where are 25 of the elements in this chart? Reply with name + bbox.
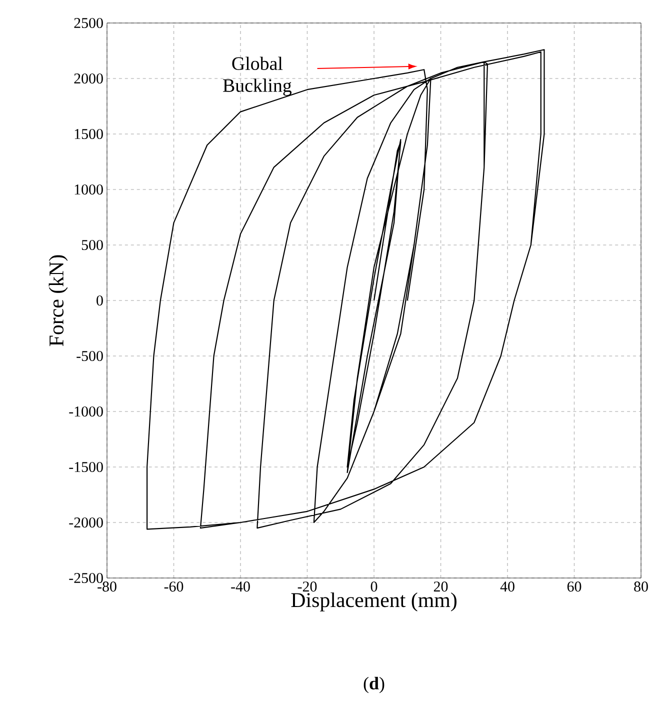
- x-tick-label: 80: [634, 582, 648, 592]
- x-tick-label: 20: [434, 582, 448, 592]
- x-tick-label: 40: [500, 582, 514, 592]
- y-tick-label: 500: [82, 240, 103, 250]
- x-tick-label: -20: [298, 582, 317, 592]
- y-tick-label: 2500: [74, 18, 103, 28]
- annotation: Global Buckling: [223, 56, 292, 96]
- line-series: [146, 49, 545, 530]
- y-tick-label: -1000: [69, 406, 103, 417]
- y-tick-label: 1500: [74, 128, 103, 140]
- x-tick-label: 0: [370, 582, 378, 592]
- x-axis-title: Displacement (mm): [291, 592, 456, 612]
- y-tick-label: -2500: [69, 572, 103, 584]
- x-tick-label: -40: [231, 582, 250, 592]
- y-tick-label: -1500: [69, 462, 103, 472]
- x-tick-label: -80: [98, 582, 116, 592]
- x-tick-label: -60: [164, 582, 184, 592]
- text: (d): [364, 676, 384, 694]
- y-tick-label: 1000: [74, 184, 103, 195]
- y-axis-title: Force (kN): [48, 255, 68, 346]
- y-tick-label: 0: [96, 295, 103, 306]
- x-tick-label: 60: [567, 582, 582, 592]
- y-tick-label: -500: [76, 350, 103, 362]
- y-tick-label: 2000: [74, 73, 103, 84]
- y-tick-label: -2000: [69, 517, 103, 528]
